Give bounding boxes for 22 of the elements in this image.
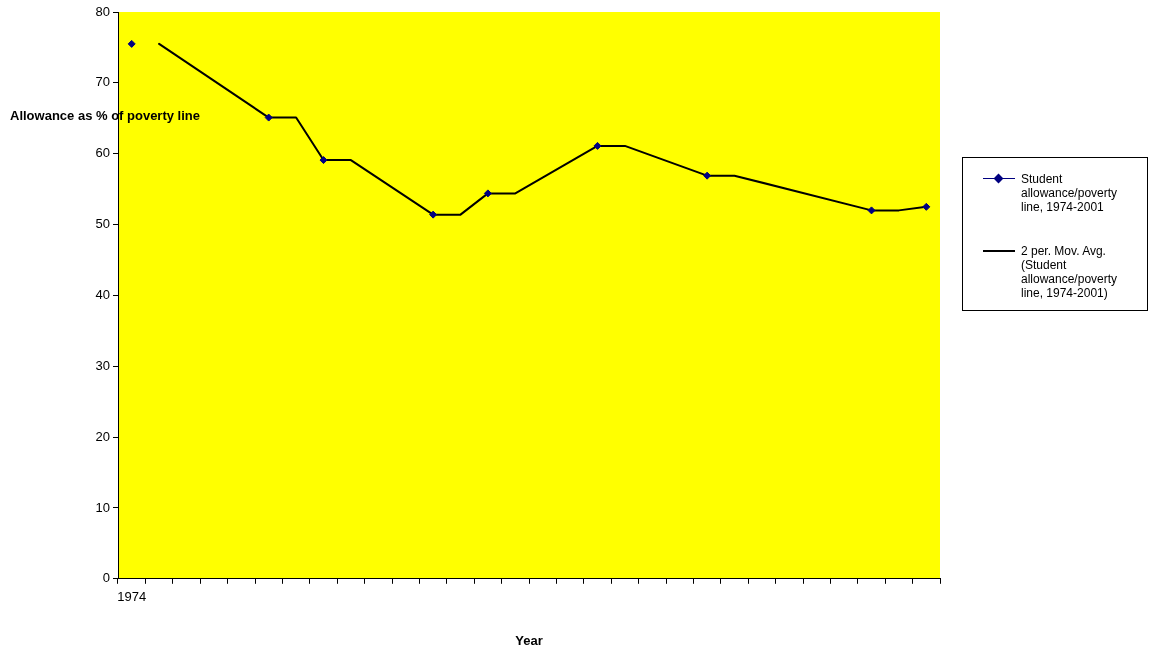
point bbox=[127, 39, 136, 48]
legend-label: 2 per. Mov. Avg. (Student allowance/poverty line, 1974-2001) bbox=[1021, 244, 1119, 300]
point bbox=[922, 202, 931, 211]
x-tick-label: 1974 bbox=[117, 589, 147, 605]
y-tick-label: 40 bbox=[95, 286, 110, 302]
x-axis-title: Year bbox=[515, 632, 543, 648]
point bbox=[483, 189, 492, 198]
y-tick-label: 20 bbox=[95, 428, 110, 444]
legend-label: Student allowance/poverty line, 1974-2001 bbox=[1021, 172, 1119, 214]
point bbox=[867, 206, 876, 215]
y-tick-label: 0 bbox=[102, 570, 110, 586]
point bbox=[703, 171, 712, 180]
point bbox=[319, 156, 328, 165]
y-tick-label: 30 bbox=[95, 357, 110, 373]
point bbox=[264, 113, 273, 122]
y-tick-label: 80 bbox=[95, 3, 110, 19]
y-tick-label: 10 bbox=[95, 499, 110, 515]
y-tick-label: 70 bbox=[95, 74, 110, 90]
point bbox=[593, 141, 602, 150]
point bbox=[429, 210, 438, 219]
y-tick-label: 60 bbox=[95, 145, 110, 161]
y-tick-label: 50 bbox=[95, 216, 110, 232]
